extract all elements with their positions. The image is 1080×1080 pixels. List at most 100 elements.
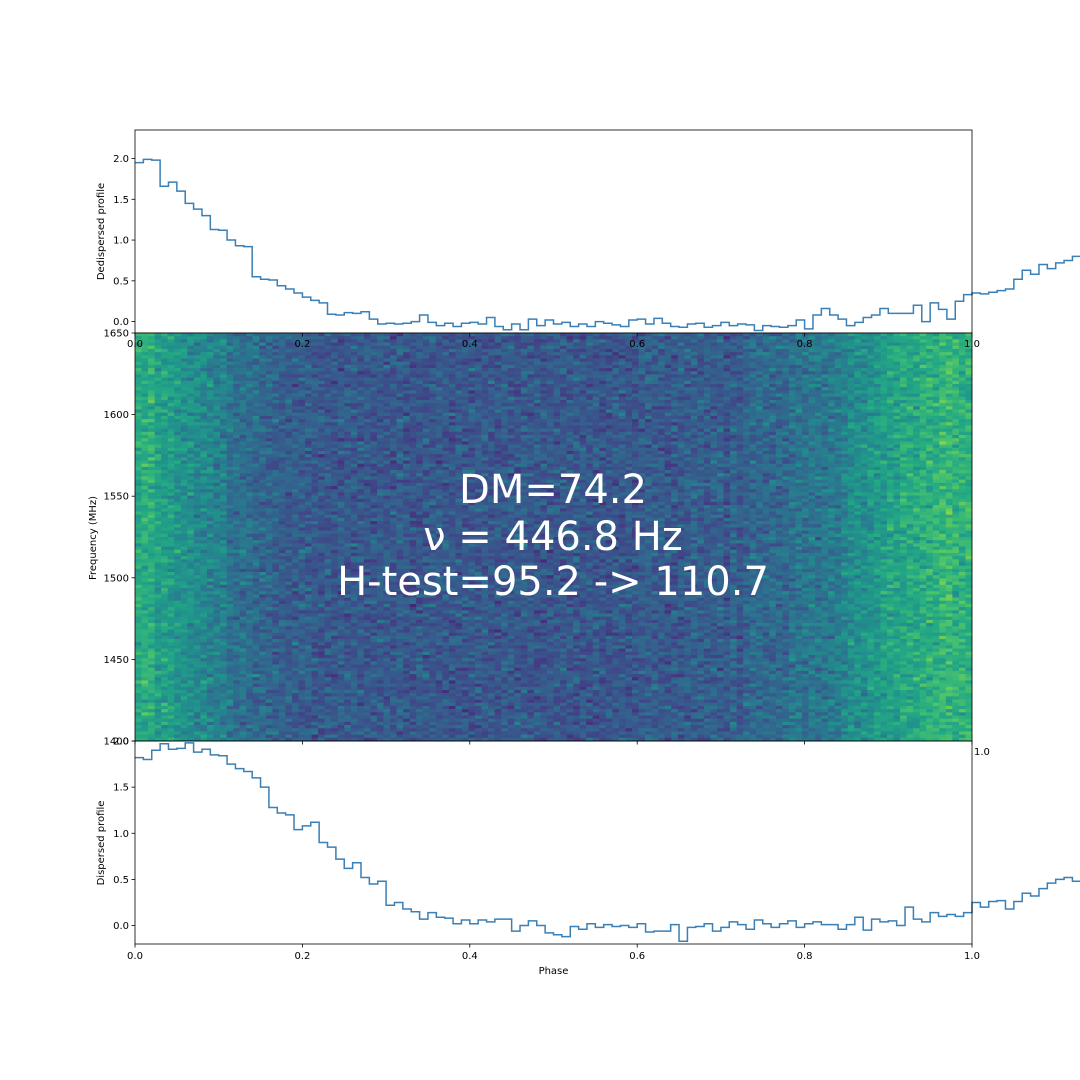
heatmap-cell: [631, 419, 639, 423]
heatmap-cell: [324, 428, 332, 433]
heatmap-cell: [533, 333, 541, 337]
heatmap-cell: [291, 435, 299, 439]
heatmap-cell: [795, 441, 803, 445]
heatmap-cell: [900, 409, 907, 414]
heatmap-cell: [278, 399, 286, 404]
heatmap-cell: [658, 352, 666, 356]
heatmap-cell: [252, 422, 260, 426]
heatmap-cell: [730, 396, 737, 401]
heatmap-cell: [494, 447, 502, 452]
heatmap-cell: [272, 444, 280, 449]
heatmap-cell: [677, 406, 685, 410]
heatmap-cell: [363, 364, 371, 369]
heatmap-cell: [671, 450, 679, 455]
heatmap-cell: [553, 352, 561, 356]
heatmap-cell: [416, 450, 424, 455]
heatmap-cell: [390, 352, 397, 356]
heatmap-cell: [220, 422, 227, 426]
heatmap-cell: [409, 431, 417, 436]
heatmap-cell: [546, 352, 554, 356]
heatmap-cell: [573, 371, 581, 375]
heatmap-cell: [533, 345, 541, 350]
heatmap-cell: [154, 358, 162, 363]
heatmap-cell: [285, 371, 293, 375]
heatmap-cell: [206, 342, 214, 347]
heatmap-cell: [736, 454, 744, 458]
heatmap-cell: [206, 384, 214, 388]
heatmap-cell: [762, 403, 770, 407]
heatmap-cell: [174, 428, 182, 433]
heatmap-cell: [422, 345, 430, 350]
heatmap-cell: [350, 435, 358, 439]
heatmap-cell: [331, 412, 339, 417]
heatmap-cell: [769, 364, 777, 369]
heatmap-cell: [291, 403, 299, 407]
heatmap-cell: [396, 390, 404, 394]
heatmap-cell: [684, 393, 692, 398]
heatmap-cell: [618, 412, 626, 417]
heatmap-cell: [886, 384, 894, 388]
heatmap-cell: [154, 339, 162, 343]
heatmap-cell: [357, 355, 365, 359]
heatmap-cell: [154, 361, 162, 366]
heatmap-cell: [383, 399, 391, 404]
heatmap-cell: [200, 336, 208, 340]
heatmap-cell: [625, 393, 633, 398]
heatmap-cell: [788, 368, 796, 372]
heatmap-cell: [841, 406, 849, 410]
heatmap-cell: [618, 374, 626, 378]
heatmap-cell: [658, 396, 666, 401]
heatmap-cell: [566, 409, 574, 414]
heatmap-cell: [154, 444, 162, 449]
heatmap-cell: [259, 403, 267, 407]
heatmap-cell: [174, 393, 182, 398]
heatmap-cell: [880, 419, 888, 423]
heatmap-cell: [331, 348, 339, 353]
heatmap-cell: [605, 348, 613, 353]
heatmap-cell: [886, 406, 894, 410]
heatmap-cell: [278, 345, 286, 350]
heatmap-cell: [664, 384, 672, 388]
heatmap-cell: [154, 399, 162, 404]
heatmap-cell: [795, 438, 803, 442]
heatmap-cell: [579, 368, 587, 372]
heatmap-cell: [900, 371, 907, 375]
heatmap-cell: [645, 393, 652, 398]
heatmap-cell: [671, 384, 679, 388]
heatmap-cell: [429, 345, 437, 350]
heatmap-cell: [730, 422, 737, 426]
heatmap-cell: [226, 390, 234, 394]
heatmap-cell: [174, 390, 182, 394]
heatmap-cell: [919, 393, 927, 398]
heatmap-cell: [958, 409, 966, 414]
heatmap-cell: [736, 348, 744, 353]
heatmap-cell: [612, 380, 620, 385]
heatmap-cell: [612, 403, 620, 407]
heatmap-cell: [756, 352, 764, 356]
heatmap-cell: [501, 444, 509, 449]
heatmap-cell: [533, 352, 541, 356]
heatmap-cell: [847, 377, 855, 382]
heatmap-cell: [455, 377, 463, 382]
heatmap-cell: [455, 387, 463, 391]
heatmap-cell: [324, 438, 332, 442]
heatmap-cell: [416, 355, 424, 359]
heatmap-cell: [383, 345, 391, 350]
heatmap-cell: [167, 399, 175, 404]
heatmap-cell: [926, 352, 934, 356]
heatmap-cell: [716, 368, 724, 372]
heatmap-cell: [363, 377, 371, 382]
heatmap-cell: [390, 412, 397, 417]
heatmap-cell: [886, 358, 894, 363]
heatmap-cell: [586, 393, 594, 398]
heatmap-cell: [677, 377, 685, 382]
heatmap-cell: [370, 358, 378, 363]
heatmap-cell: [658, 403, 666, 407]
heatmap-cell: [481, 441, 489, 445]
heatmap-cell: [788, 454, 796, 458]
heatmap-cell: [305, 384, 312, 388]
heatmap-cell: [494, 409, 502, 414]
heatmap-cell: [586, 380, 594, 385]
heatmap-cell: [618, 438, 626, 442]
heatmap-cell: [278, 380, 286, 385]
